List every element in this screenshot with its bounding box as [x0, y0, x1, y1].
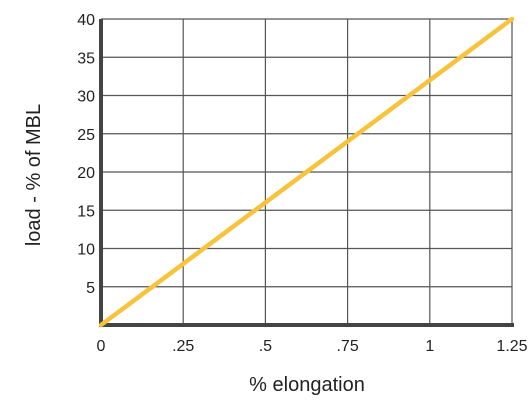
x-tick-label: 1 — [425, 338, 434, 355]
y-tick-label: 10 — [77, 242, 95, 259]
x-tick-label: 0 — [97, 338, 106, 355]
y-tick-label: 30 — [77, 89, 95, 106]
y-tick-label: 20 — [77, 165, 95, 182]
axes — [99, 19, 514, 327]
x-tick-label: .25 — [172, 338, 194, 355]
x-axis-title: % elongation — [249, 374, 365, 396]
y-tick-label: 15 — [77, 203, 95, 220]
x-tick-label: 1.25 — [496, 338, 527, 355]
y-tick-label: 5 — [86, 280, 95, 297]
grid-lines — [101, 18, 513, 325]
x-tick-label: .75 — [336, 338, 358, 355]
y-axis-title: load - % of MBL — [23, 104, 45, 246]
y-tick-label: 35 — [77, 50, 95, 67]
series-layer — [98, 16, 515, 328]
series-line-0 — [98, 16, 515, 328]
y-tick-labels: 5 10 15 20 25 30 35 40 — [77, 12, 95, 297]
x-tick-labels: 0 .25 .5 .75 1 1.25 — [97, 338, 528, 355]
x-tick-label: .5 — [259, 338, 272, 355]
y-tick-label: 25 — [77, 127, 95, 144]
y-tick-label: 40 — [77, 12, 95, 29]
